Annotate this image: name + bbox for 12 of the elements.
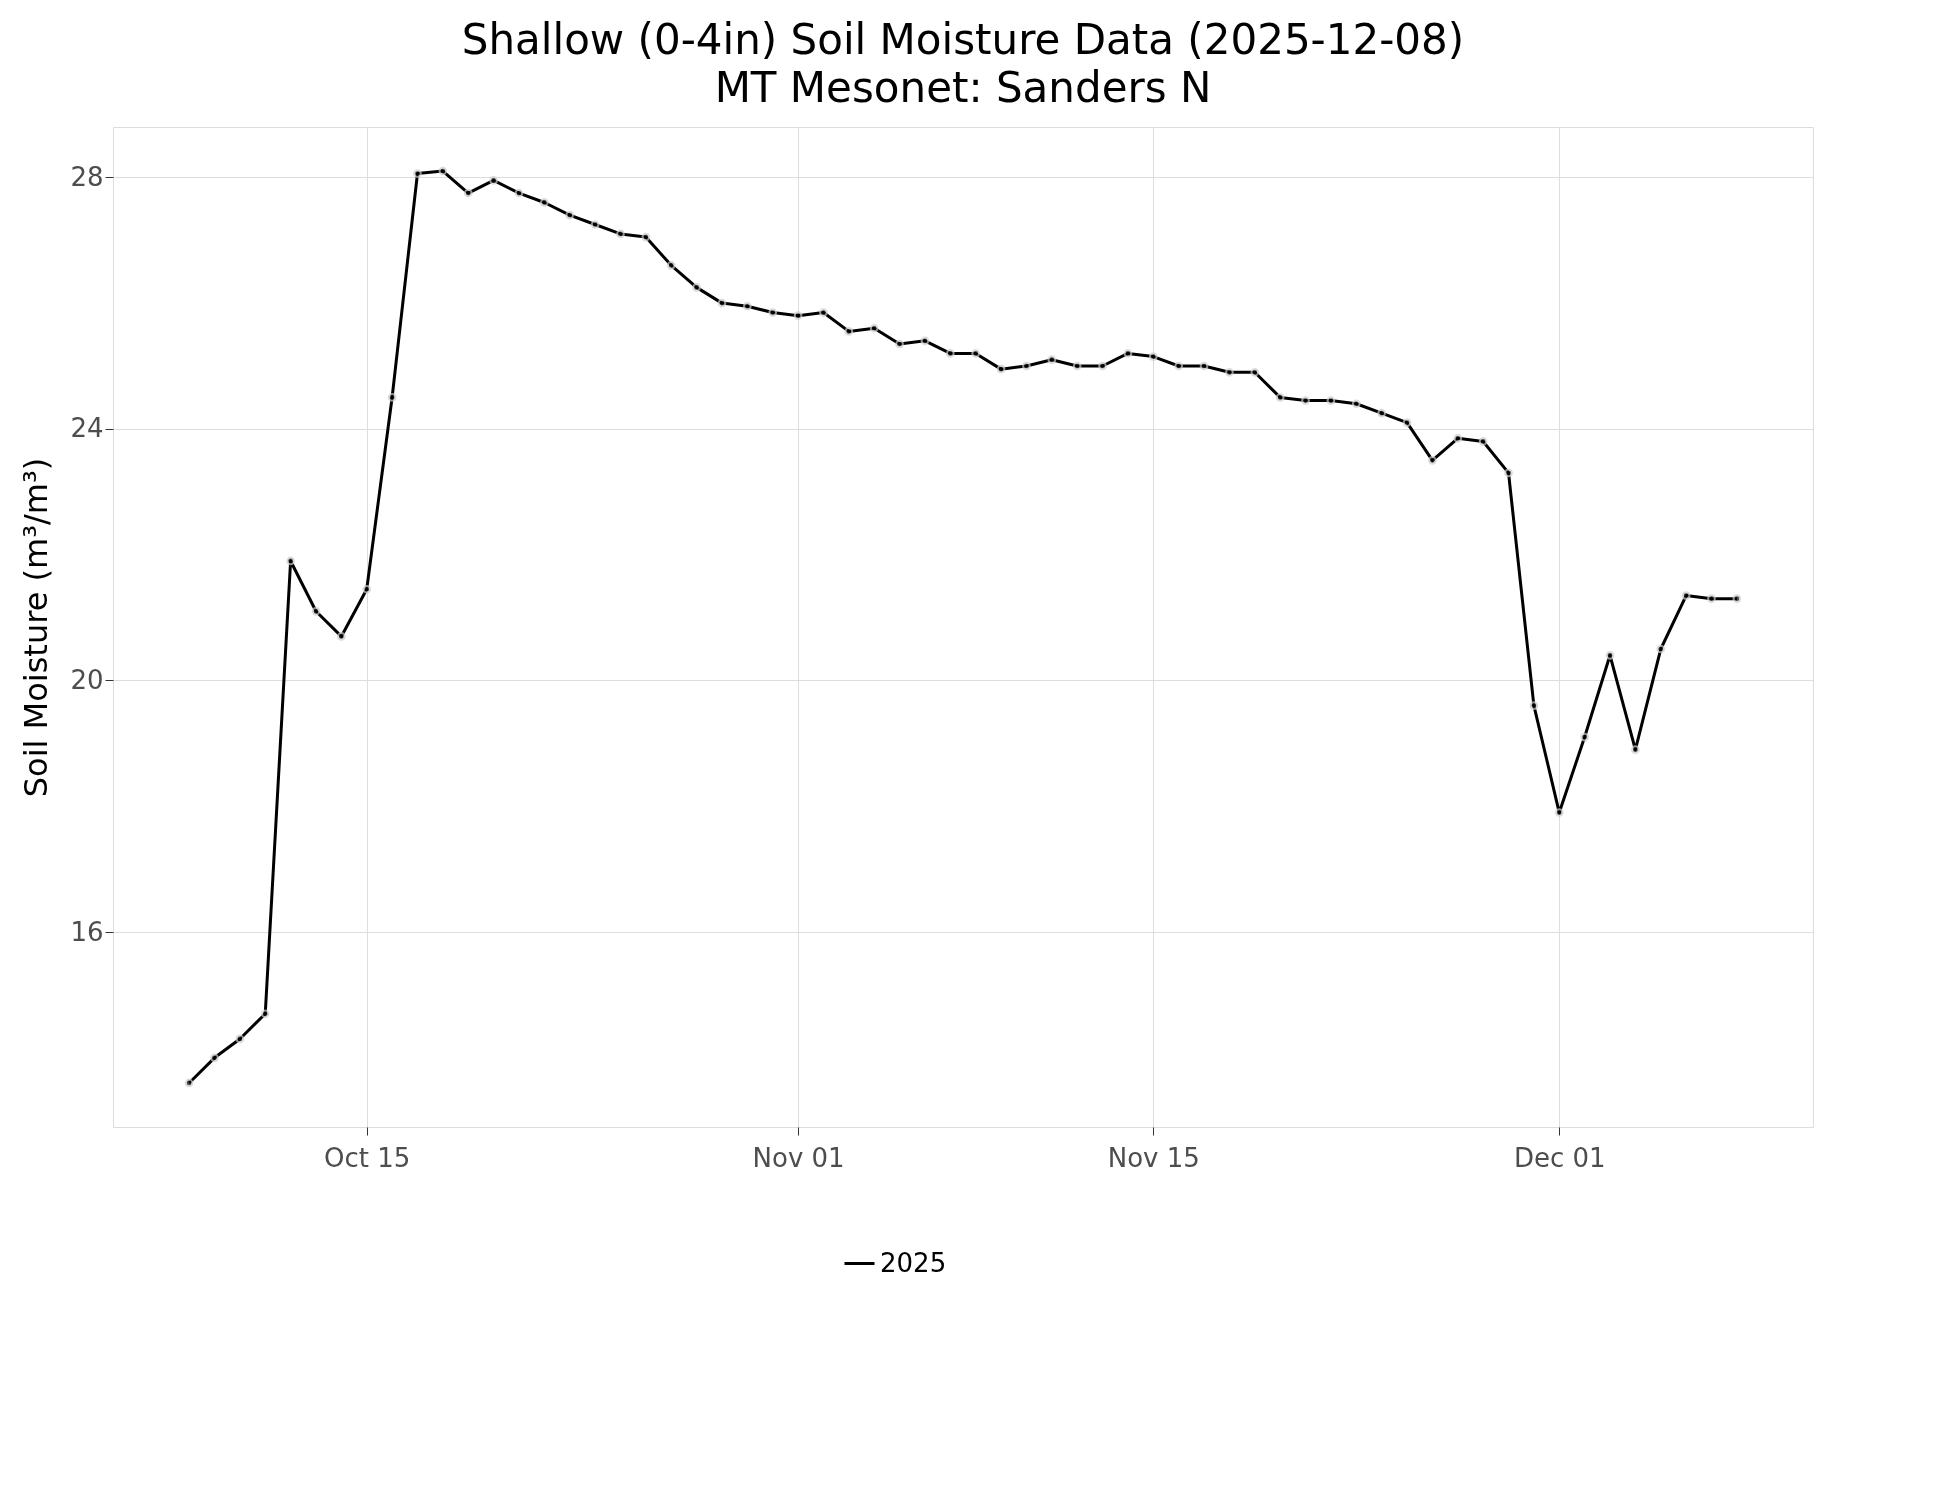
chart-subtitle: MT Mesonet: Sanders N — [714, 63, 1212, 112]
x-tick-label: Oct 15 — [324, 1142, 411, 1173]
y-tick-label: 28 — [70, 161, 104, 192]
y-tick-label: 16 — [70, 916, 104, 947]
y-axis-title: Soil Moisture (m³/m³) — [17, 457, 56, 798]
y-tick-label: 20 — [70, 664, 104, 695]
x-tick-label: Nov 01 — [752, 1142, 845, 1173]
y-tick-label: 24 — [70, 413, 104, 444]
legend-label: 2025 — [880, 1247, 947, 1278]
chart-title: Shallow (0-4in) Soil Moisture Data (2025-12-08) — [461, 15, 1465, 64]
x-tick-label: Nov 15 — [1107, 1142, 1200, 1173]
x-tick-label: Dec 01 — [1513, 1142, 1606, 1173]
